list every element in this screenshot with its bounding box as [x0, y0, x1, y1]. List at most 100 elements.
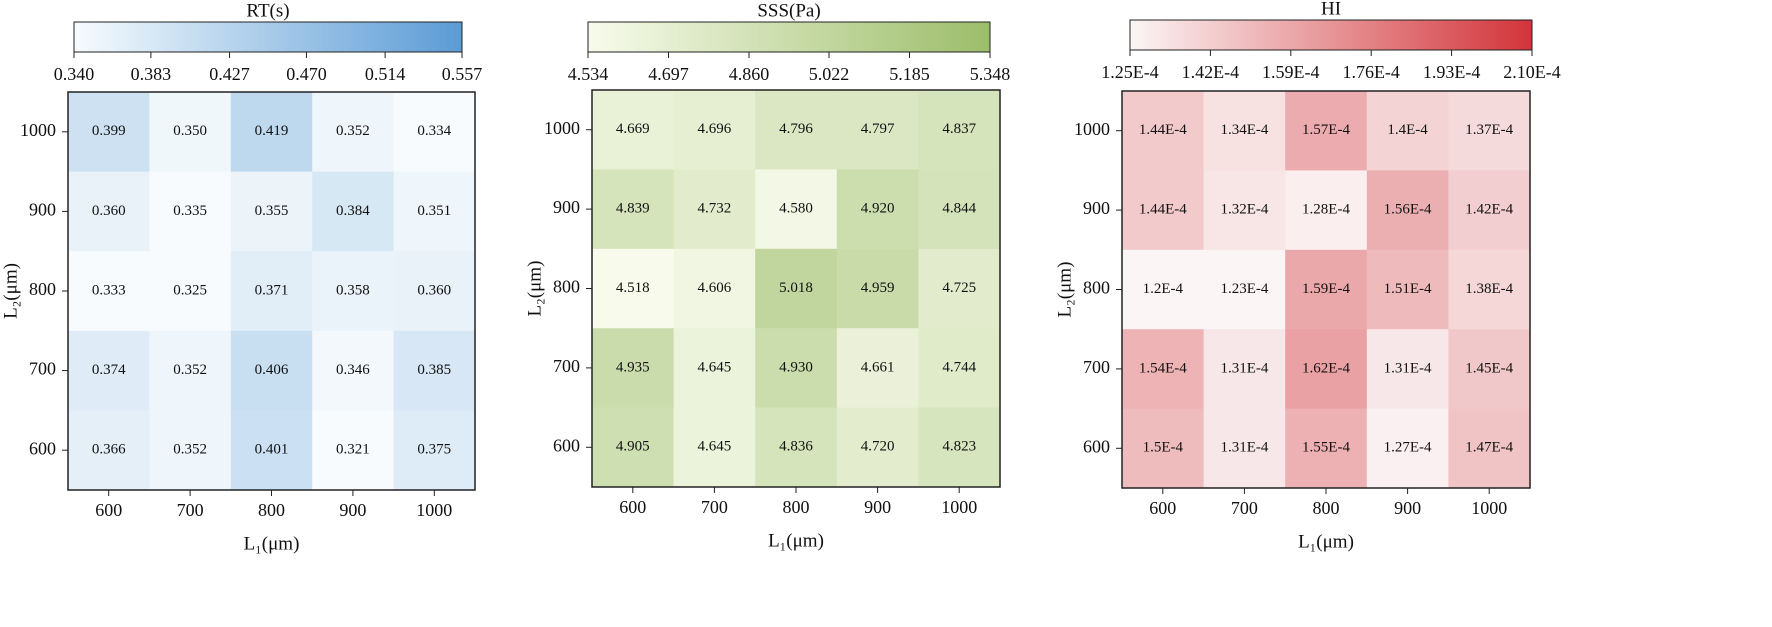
cell: [230, 92, 313, 173]
cell: [592, 328, 675, 409]
cell-label: 1.44E-4: [1139, 122, 1187, 138]
colorbar-tick-label: 1.59E-4: [1262, 62, 1320, 82]
cell: [1203, 170, 1286, 251]
colorbar-tick-label: 1.42E-4: [1182, 62, 1240, 82]
cell: [393, 251, 476, 332]
colorbar-tick-label: 5.185: [889, 64, 930, 84]
cell-label: 4.645: [698, 359, 732, 375]
x-tick-label: 600: [1149, 498, 1176, 518]
y-tick-label: 600: [1083, 436, 1110, 456]
colorbar-tick-label: 4.860: [729, 64, 770, 84]
cell: [68, 410, 150, 491]
cell-label: 1.37E-4: [1465, 122, 1513, 138]
cell-label: 4.725: [942, 280, 976, 296]
cell: [230, 171, 313, 252]
cell: [1366, 91, 1449, 171]
cell-label: 4.796: [779, 121, 813, 137]
y-tick-label: 1000: [20, 120, 56, 140]
cell: [592, 90, 675, 170]
cell-label: 1.32E-4: [1220, 202, 1268, 218]
colorbar-tick-label: 0.557: [442, 64, 483, 84]
x-tick-label: 800: [783, 497, 810, 517]
cell: [230, 251, 313, 332]
cell-label: 4.920: [861, 201, 895, 217]
cell-label: 4.959: [861, 280, 895, 296]
x-tick-label: 600: [95, 500, 122, 520]
cell-label: 4.839: [616, 201, 650, 217]
colorbar-tick-label: 4.534: [568, 64, 609, 84]
cell-label: 1.2E-4: [1143, 281, 1184, 297]
colorbar-tick-label: 4.697: [648, 64, 689, 84]
colorbar-tick-label: 0.340: [54, 64, 95, 84]
cell: [1366, 249, 1449, 330]
cell: [673, 407, 756, 488]
cell-label: 4.905: [616, 439, 650, 455]
colorbar-title: SSS(Pa): [757, 0, 820, 21]
cell-label: 0.419: [255, 123, 289, 139]
colorbar-tick-label: 1.93E-4: [1423, 62, 1481, 82]
y-tick-label: 700: [1083, 357, 1110, 377]
cell: [918, 169, 1001, 250]
cell: [1203, 329, 1286, 410]
cell-label: 0.375: [417, 442, 451, 458]
cell: [918, 328, 1001, 409]
cell: [1285, 249, 1368, 330]
colorbar-tick-label: 0.427: [209, 64, 250, 84]
cell: [1285, 91, 1368, 171]
cell: [755, 169, 838, 250]
cell-label: 0.321: [336, 442, 370, 458]
cell-label: 0.406: [255, 362, 289, 378]
x-tick-label: 700: [701, 497, 728, 517]
cell: [836, 169, 919, 250]
cell: [592, 407, 675, 488]
cell: [1448, 329, 1531, 410]
cell-label: 4.696: [698, 121, 732, 137]
cell: [68, 251, 150, 332]
cell: [1203, 91, 1286, 171]
x-tick-label: 1000: [941, 497, 977, 517]
cell-label: 0.333: [92, 282, 126, 298]
cell: [918, 248, 1001, 329]
cell: [1366, 408, 1449, 489]
cell: [393, 171, 476, 252]
cell: [673, 248, 756, 329]
cell-label: 0.371: [255, 282, 289, 298]
cell: [1366, 329, 1449, 410]
cell-label: 0.355: [255, 203, 289, 219]
cell-label: 1.59E-4: [1302, 281, 1350, 297]
cell: [1448, 249, 1531, 330]
y-tick-label: 900: [29, 200, 56, 220]
cell: [673, 90, 756, 170]
cell: [918, 90, 1001, 170]
y-tick-label: 600: [29, 438, 56, 458]
cell: [230, 330, 313, 411]
y-axis-label: L₂(μm): [0, 263, 21, 319]
x-tick-label: 1000: [416, 500, 452, 520]
cell-label: 1.44E-4: [1139, 202, 1187, 218]
y-tick-label: 700: [553, 356, 580, 376]
cell-label: 1.47E-4: [1465, 440, 1513, 456]
y-tick-label: 1000: [1074, 119, 1110, 139]
cell: [1122, 170, 1205, 251]
x-axis-label: L₁(μm): [768, 530, 824, 551]
cell-label: 0.360: [92, 203, 126, 219]
cell-label: 4.661: [861, 359, 895, 375]
x-axis-label: L₁(μm): [1298, 531, 1354, 552]
colorbar: [73, 21, 463, 53]
cell-label: 0.374: [92, 362, 126, 378]
cell: [1448, 408, 1531, 489]
cell-label: 4.930: [779, 359, 813, 375]
cell: [230, 410, 313, 491]
cell: [393, 410, 476, 491]
cell: [68, 92, 150, 173]
cell-label: 1.62E-4: [1302, 360, 1350, 376]
cell-label: 0.346: [336, 362, 370, 378]
colorbar-title: RT(s): [246, 0, 289, 21]
x-tick-label: 900: [339, 500, 366, 520]
y-tick-label: 900: [553, 197, 580, 217]
cell-label: 5.018: [779, 280, 813, 296]
cell-label: 1.45E-4: [1465, 360, 1513, 376]
y-tick-label: 800: [1083, 278, 1110, 298]
y-tick-label: 800: [29, 279, 56, 299]
cell-label: 0.366: [92, 442, 126, 458]
